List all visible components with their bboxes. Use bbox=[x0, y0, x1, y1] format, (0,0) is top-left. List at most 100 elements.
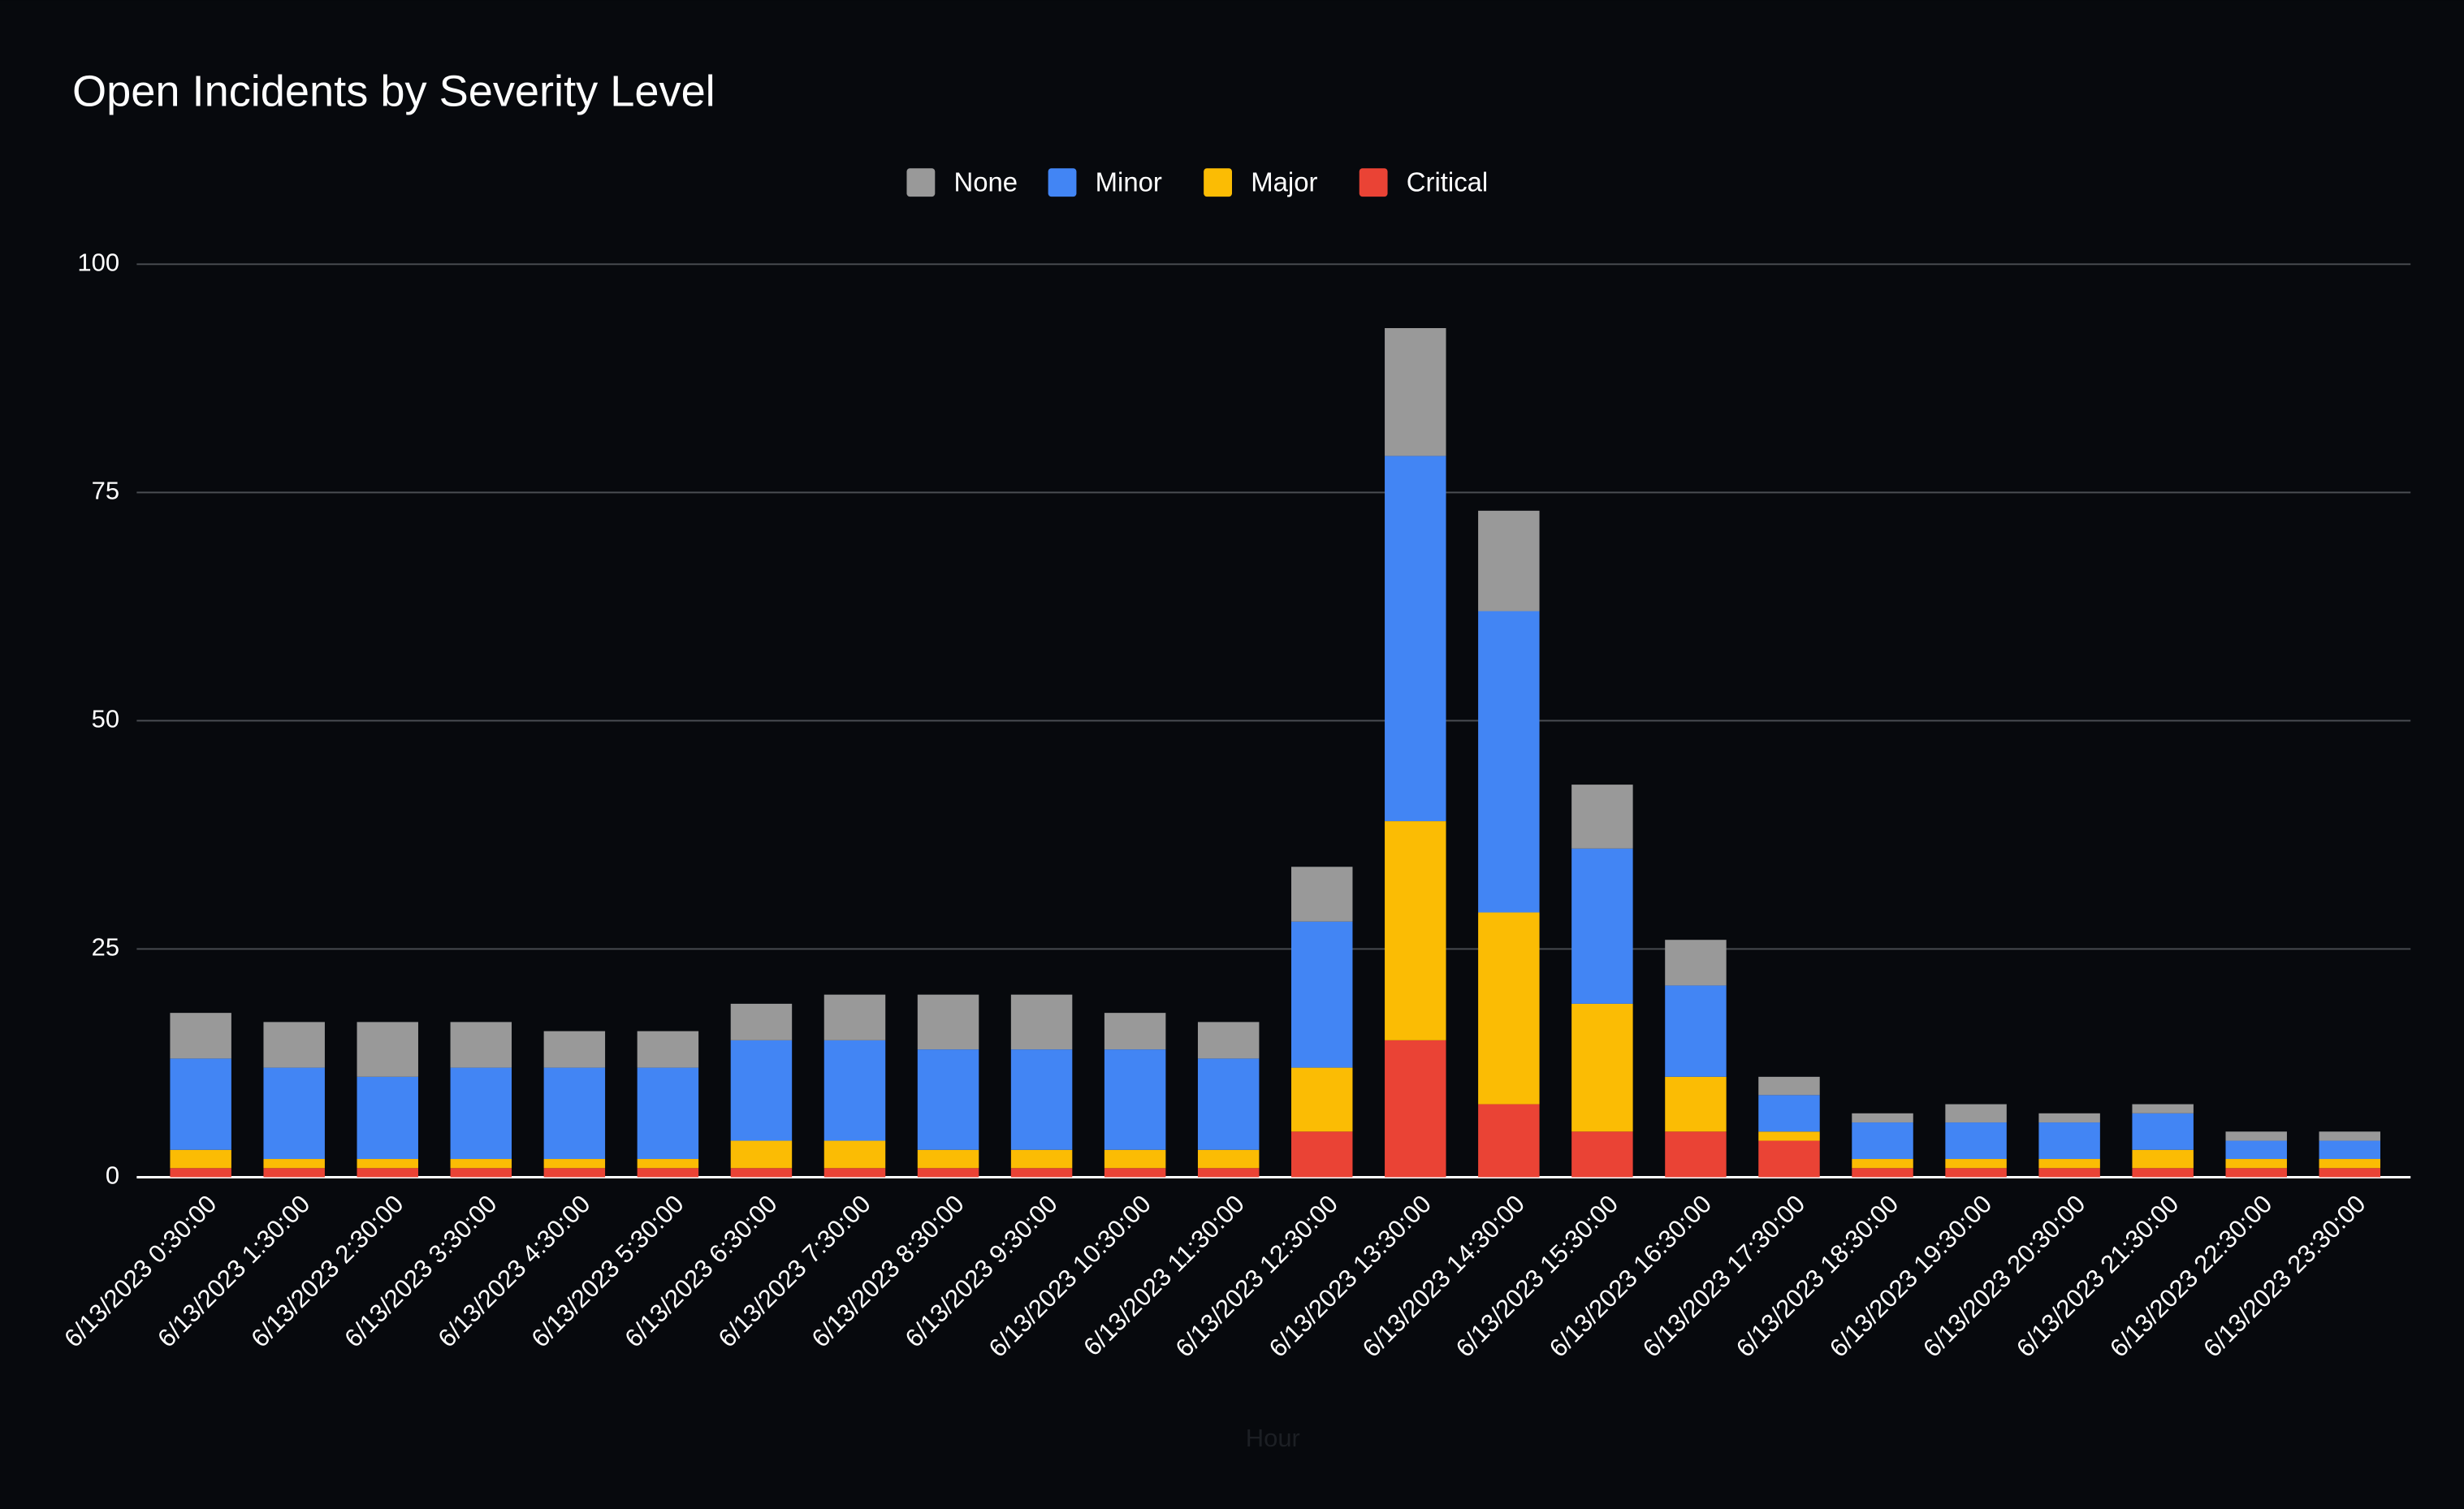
bar-segment bbox=[1010, 1168, 1073, 1178]
bar-segment bbox=[1852, 1168, 1913, 1178]
bar-segment bbox=[637, 1159, 699, 1169]
bar-segment bbox=[2319, 1140, 2381, 1160]
bar-segment bbox=[1945, 1104, 2007, 1123]
bar-segment bbox=[1945, 1122, 2007, 1160]
bar-segment bbox=[2225, 1131, 2287, 1141]
y-tick-label: 0 bbox=[106, 1161, 119, 1190]
bar-segment bbox=[1385, 821, 1446, 1040]
bar-segment bbox=[357, 1076, 418, 1160]
bar-segment bbox=[1478, 1104, 1540, 1178]
bar-segment bbox=[1665, 1131, 1727, 1178]
bar-segment bbox=[2319, 1168, 2381, 1178]
bar-segment bbox=[1010, 994, 1073, 1050]
bar-segment bbox=[2038, 1159, 2100, 1169]
bar-segment bbox=[730, 1168, 793, 1178]
bar-segment bbox=[2132, 1104, 2194, 1113]
bar-segment bbox=[263, 1159, 325, 1169]
legend-label: None bbox=[954, 166, 1018, 197]
bar-segment bbox=[917, 994, 979, 1050]
bar-segment bbox=[1104, 1149, 1166, 1169]
bar-segment bbox=[357, 1022, 418, 1077]
bar-segment bbox=[2319, 1131, 2381, 1141]
bar-segment bbox=[2132, 1113, 2194, 1150]
y-tick-label: 25 bbox=[92, 933, 119, 962]
bar-segment bbox=[2225, 1140, 2287, 1160]
bar-segment bbox=[170, 1013, 231, 1059]
legend-swatch bbox=[906, 168, 936, 197]
bar-segment bbox=[170, 1168, 231, 1178]
bar-segment bbox=[917, 1149, 979, 1169]
bar-segment bbox=[1104, 1049, 1166, 1150]
bar-segment bbox=[1852, 1113, 1913, 1123]
legend-swatch bbox=[1204, 168, 1232, 197]
bar-segment bbox=[263, 1022, 325, 1068]
bar-segment bbox=[1010, 1149, 1073, 1169]
bar-segment bbox=[823, 1140, 886, 1169]
bar-segment bbox=[1291, 867, 1353, 922]
bar-segment bbox=[1758, 1076, 1820, 1096]
bar-segment bbox=[1197, 1022, 1260, 1059]
bar-segment bbox=[543, 1159, 606, 1169]
bar-segment bbox=[1665, 985, 1727, 1077]
bar-segment bbox=[543, 1067, 606, 1160]
bar-segment bbox=[1291, 1067, 1353, 1132]
bar-segment bbox=[730, 1140, 793, 1169]
bar-segment bbox=[917, 1049, 979, 1150]
bar-segment bbox=[2038, 1168, 2100, 1178]
bar-segment bbox=[1945, 1159, 2007, 1169]
bar-segment bbox=[1571, 785, 1633, 849]
bar-segment bbox=[823, 994, 886, 1040]
bar-segment bbox=[1758, 1095, 1820, 1132]
bar-segment bbox=[1478, 510, 1540, 612]
bar-segment bbox=[1478, 611, 1540, 913]
bar-segment bbox=[823, 1168, 886, 1178]
bar-segment bbox=[170, 1149, 231, 1169]
bar-segment bbox=[1104, 1168, 1166, 1178]
bar-segment bbox=[730, 1003, 793, 1040]
bar-segment bbox=[1758, 1140, 1820, 1178]
bar-segment bbox=[543, 1031, 606, 1068]
bar-segment bbox=[450, 1159, 512, 1169]
bar-segment bbox=[1291, 921, 1353, 1068]
bar-segment bbox=[357, 1168, 418, 1178]
bar-segment bbox=[450, 1067, 512, 1160]
bar-segment bbox=[450, 1168, 512, 1178]
bar-segment bbox=[1945, 1168, 2007, 1178]
bar-segment bbox=[1571, 848, 1633, 1004]
bar-segment bbox=[1665, 1076, 1727, 1132]
bar-segment bbox=[357, 1159, 418, 1169]
bar-segment bbox=[1197, 1149, 1260, 1169]
chart-title: Open Incidents by Severity Level bbox=[72, 67, 715, 116]
bar-segment bbox=[1665, 940, 1727, 986]
bar-segment bbox=[1758, 1131, 1820, 1141]
bar-segment bbox=[1478, 912, 1540, 1105]
bar-segment bbox=[637, 1168, 699, 1178]
bar-segment bbox=[1385, 1040, 1446, 1178]
legend-swatch bbox=[1048, 168, 1077, 197]
bar-segment bbox=[2132, 1149, 2194, 1169]
y-tick-label: 75 bbox=[92, 477, 119, 505]
bar-segment bbox=[2225, 1168, 2287, 1178]
bar-segment bbox=[1291, 1131, 1353, 1178]
x-axis-title: Hour bbox=[1246, 1424, 1300, 1452]
bar-segment bbox=[1197, 1168, 1260, 1178]
legend-label: Critical bbox=[1407, 166, 1488, 197]
bar-segment bbox=[2225, 1159, 2287, 1169]
bar-segment bbox=[637, 1067, 699, 1160]
legend-label: Minor bbox=[1096, 166, 1162, 197]
bar-segment bbox=[823, 1040, 886, 1141]
bar-segment bbox=[263, 1168, 325, 1178]
bar-segment bbox=[637, 1031, 699, 1068]
bar-segment bbox=[543, 1168, 606, 1178]
bar-segment bbox=[1104, 1013, 1166, 1050]
bar-segment bbox=[2132, 1168, 2194, 1178]
bar-segment bbox=[1385, 327, 1446, 456]
bar-segment bbox=[2038, 1122, 2100, 1160]
bar-segment bbox=[917, 1168, 979, 1178]
legend-swatch bbox=[1359, 168, 1388, 197]
bar-segment bbox=[2319, 1159, 2381, 1169]
bar-segment bbox=[1852, 1159, 1913, 1169]
